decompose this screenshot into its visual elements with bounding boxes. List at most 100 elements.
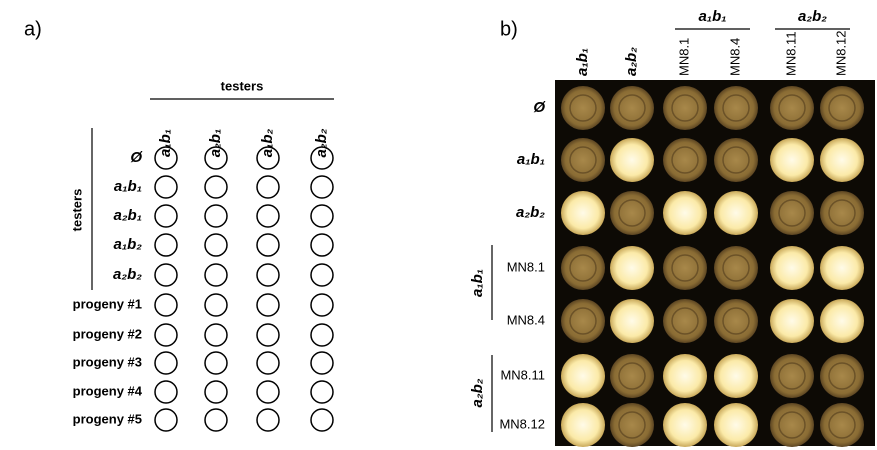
spot	[204, 380, 228, 404]
spot	[310, 146, 334, 170]
colony-ring	[778, 94, 806, 122]
spot	[204, 146, 228, 170]
colony	[663, 86, 707, 130]
colony-ring	[618, 94, 646, 122]
colony	[820, 246, 864, 290]
colony	[610, 86, 654, 130]
row-label: progeny #2	[73, 326, 142, 341]
colony-ring	[618, 199, 646, 227]
colony	[770, 299, 814, 343]
column-header: testers	[221, 78, 264, 93]
spot	[204, 323, 228, 347]
colony-ring	[722, 94, 750, 122]
spot	[204, 175, 228, 199]
colony	[663, 403, 707, 447]
colony	[770, 246, 814, 290]
row-label: Ø	[533, 99, 546, 116]
column-label: a₂b₂	[623, 47, 640, 76]
spot	[310, 263, 334, 287]
spot	[256, 233, 280, 257]
colony-ring	[778, 362, 806, 390]
colony	[561, 191, 605, 235]
row-group-label: a₁b₁	[469, 269, 486, 297]
colony-ring	[671, 146, 699, 174]
colony-ring	[778, 411, 806, 439]
colony	[714, 246, 758, 290]
spot	[310, 351, 334, 375]
colony	[561, 138, 605, 182]
colony	[820, 299, 864, 343]
column-label: a₁b₁	[157, 129, 174, 157]
spot	[204, 351, 228, 375]
row-label: a₂b₁	[113, 207, 142, 224]
colony-ring	[778, 199, 806, 227]
row-label: MN8.1	[507, 259, 545, 274]
spot	[154, 175, 178, 199]
colony	[820, 403, 864, 447]
colony	[770, 86, 814, 130]
colony	[714, 138, 758, 182]
row-label: Ø	[130, 149, 143, 166]
colony	[663, 354, 707, 398]
spot	[256, 323, 280, 347]
colony	[820, 138, 864, 182]
colony-ring	[828, 94, 856, 122]
colony-ring	[828, 411, 856, 439]
colony	[610, 354, 654, 398]
colony-ring	[671, 94, 699, 122]
colony-ring	[722, 146, 750, 174]
row-label: MN8.11	[500, 367, 545, 382]
column-group-label: a₂b₂	[798, 8, 827, 25]
row-label: MN8.12	[499, 416, 545, 431]
row-label: a₂b₂	[113, 266, 142, 283]
column-label: MN8.11	[783, 31, 798, 76]
colony	[820, 354, 864, 398]
panel-label: b)	[500, 18, 518, 40]
spot	[256, 380, 280, 404]
colony	[561, 246, 605, 290]
colony	[820, 191, 864, 235]
panel-label: a)	[24, 18, 42, 40]
column-label: MN8.4	[727, 38, 742, 76]
colony	[610, 299, 654, 343]
colony	[714, 191, 758, 235]
colony-ring	[722, 307, 750, 335]
row-label: a₁b₂	[113, 236, 142, 253]
colony	[714, 299, 758, 343]
row-group-label: a₂b₂	[469, 378, 486, 407]
spot	[310, 380, 334, 404]
colony	[663, 138, 707, 182]
column-label: MN8.12	[833, 30, 848, 76]
colony-ring	[722, 254, 750, 282]
colony	[561, 86, 605, 130]
row-label: progeny #1	[73, 296, 142, 311]
column-label: a₁b₁	[574, 48, 591, 76]
colony-ring	[671, 254, 699, 282]
colony	[770, 191, 814, 235]
colony	[561, 299, 605, 343]
spot	[154, 408, 178, 432]
colony	[770, 403, 814, 447]
column-label: MN8.1	[676, 38, 691, 76]
spot	[256, 408, 280, 432]
spot	[204, 204, 228, 228]
spot	[154, 351, 178, 375]
colony	[561, 354, 605, 398]
colony	[770, 354, 814, 398]
row-label: progeny #3	[73, 354, 142, 369]
spot	[310, 233, 334, 257]
row-label: progeny #4	[73, 383, 143, 398]
spot	[256, 263, 280, 287]
spot	[204, 293, 228, 317]
colony-ring	[569, 254, 597, 282]
colony-ring	[618, 362, 646, 390]
spot	[256, 146, 280, 170]
colony	[820, 86, 864, 130]
spot	[310, 323, 334, 347]
spot	[204, 263, 228, 287]
spot	[154, 146, 178, 170]
column-label: a₁b₂	[259, 128, 276, 157]
row-group-label: testers	[69, 189, 84, 232]
colony-ring	[828, 199, 856, 227]
